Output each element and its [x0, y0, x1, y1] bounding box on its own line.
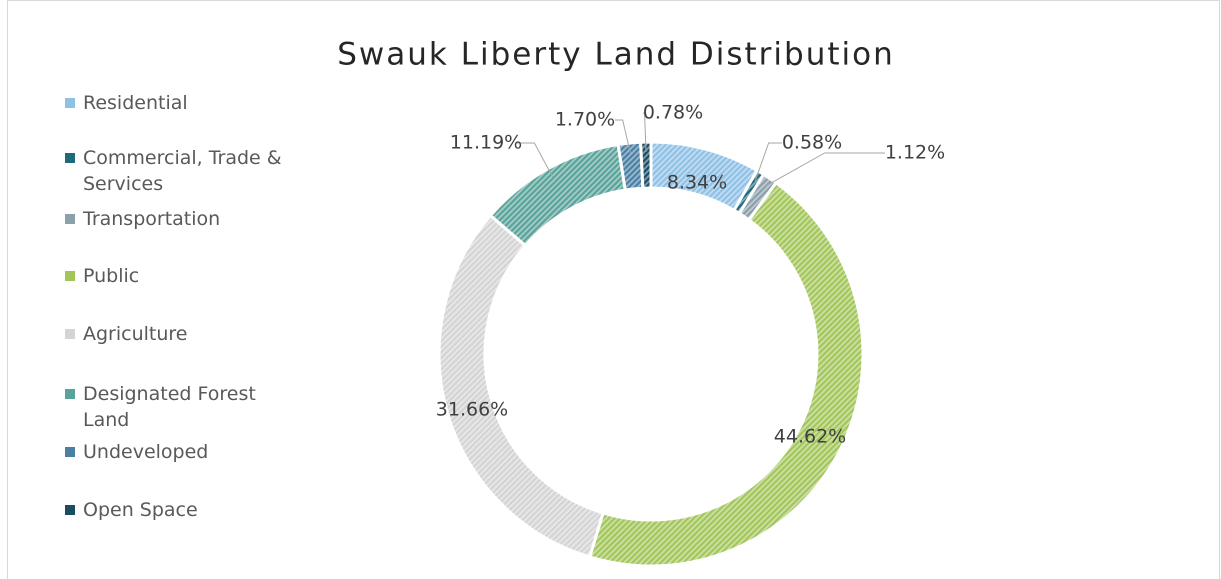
data-label: 0.58% — [782, 132, 842, 154]
legend-swatch — [65, 214, 75, 224]
legend-swatch — [65, 271, 75, 281]
legend-item: Residential — [65, 90, 298, 116]
legend-swatch — [65, 98, 75, 108]
data-label: 11.19% — [450, 132, 522, 154]
leader-line — [754, 142, 782, 182]
chart-border — [7, 0, 1220, 579]
legend-item: Designated Forest Land — [65, 381, 298, 433]
donut-slice — [488, 142, 627, 248]
legend-swatch — [65, 447, 75, 457]
chart-title: Swauk Liberty Land Distribution — [337, 37, 895, 73]
legend-label: Transportation — [83, 208, 221, 230]
data-label: 0.78% — [643, 102, 703, 124]
legend-swatch — [65, 389, 75, 399]
legend-swatch — [65, 505, 75, 515]
legend-label: Designated Forest Land — [83, 383, 256, 431]
leader-line — [615, 119, 631, 154]
donut-slice — [639, 140, 653, 190]
data-label: 1.12% — [885, 142, 945, 164]
legend-item: Open Space — [65, 497, 298, 523]
leader-line — [764, 152, 885, 188]
legend-label: Commercial, Trade & Services — [83, 147, 282, 195]
legend-item: Agriculture — [65, 321, 298, 347]
data-label: 44.62% — [774, 426, 846, 448]
data-label: 8.34% — [667, 172, 727, 194]
legend-label: Undeveloped — [83, 441, 209, 463]
donut-slice — [587, 180, 865, 568]
legend-item: Public — [65, 263, 298, 289]
legend-item: Undeveloped — [65, 439, 298, 465]
legend-item: Transportation — [65, 206, 298, 232]
data-label: 31.66% — [436, 399, 508, 421]
legend-swatch — [65, 329, 75, 339]
legend-label: Agriculture — [83, 323, 188, 345]
donut-slice — [437, 213, 605, 559]
leader-line — [643, 112, 647, 153]
legend-label: Open Space — [83, 499, 198, 521]
leader-line — [516, 142, 554, 178]
legend-label: Public — [83, 265, 140, 287]
data-label: 1.70% — [555, 109, 615, 131]
legend-item: Commercial, Trade & Services — [65, 145, 298, 197]
legend-swatch — [65, 153, 75, 163]
legend-label: Residential — [83, 92, 188, 114]
